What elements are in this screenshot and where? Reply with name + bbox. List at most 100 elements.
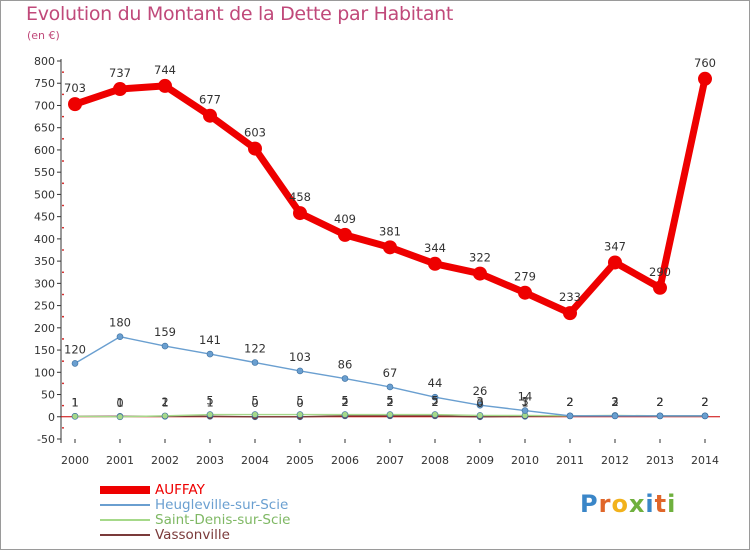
x-tick-label: 2008 <box>421 454 449 467</box>
legend-label-saint-denis: Saint-Denis-sur-Scie <box>155 512 291 528</box>
data-point-2 <box>341 411 349 418</box>
data-point-1 <box>71 360 79 367</box>
data-label-3: 0 <box>251 396 258 410</box>
data-label-2: 3 <box>476 394 483 408</box>
data-label-1: 141 <box>199 333 221 347</box>
y-tick-label: 250 <box>34 300 55 313</box>
data-label-0: 279 <box>514 270 536 284</box>
data-point-1 <box>161 342 169 350</box>
data-point-0 <box>518 285 532 300</box>
data-label-3: 1 <box>161 395 168 409</box>
data-point-0 <box>653 280 667 295</box>
data-label-0: 409 <box>334 212 356 226</box>
data-point-1 <box>296 367 304 375</box>
x-tick-label: 2003 <box>196 454 224 467</box>
y-minor-tick <box>62 315 64 318</box>
y-tick-label: 150 <box>34 344 55 357</box>
data-label-2: 2 <box>701 395 708 409</box>
legend-swatch-heugleville <box>100 504 150 506</box>
data-label-1: 120 <box>64 342 86 356</box>
data-point-0 <box>248 141 262 156</box>
data-point-1 <box>521 407 529 414</box>
data-point-1 <box>116 333 124 341</box>
data-label-1: 2 <box>656 395 663 409</box>
data-point-1 <box>206 350 214 358</box>
data-point-1 <box>566 412 574 420</box>
data-point-0 <box>473 266 487 281</box>
y-tick-label: 700 <box>34 99 55 112</box>
data-label-0: 233 <box>559 290 581 304</box>
data-point-0 <box>113 82 127 97</box>
data-point-1 <box>611 412 619 420</box>
data-point-0 <box>293 206 307 221</box>
data-label-2: 5 <box>431 394 438 408</box>
data-label-3: 2 <box>341 395 348 409</box>
data-label-0: 290 <box>649 265 671 279</box>
data-label-3: 2 <box>386 395 393 409</box>
x-tick-label: 2005 <box>286 454 314 467</box>
y-tick-label: 500 <box>34 188 55 201</box>
data-label-0: 760 <box>694 56 716 70</box>
data-point-0 <box>203 108 217 123</box>
x-tick-label: 2004 <box>241 454 269 467</box>
y-tick-label: 750 <box>34 77 55 90</box>
data-label-0: 347 <box>604 239 626 253</box>
y-minor-tick <box>62 71 64 74</box>
data-point-0 <box>563 306 577 321</box>
y-minor-tick <box>62 382 64 385</box>
data-point-1 <box>251 359 259 366</box>
legend-label-vassonville: Vassonville <box>155 527 230 543</box>
y-tick-label: 650 <box>34 122 55 135</box>
data-label-3: 0 <box>476 396 483 410</box>
y-tick-label: 400 <box>34 233 55 246</box>
data-label-3: 1 <box>206 395 213 409</box>
y-minor-tick <box>62 404 64 407</box>
data-label-3: 2 <box>431 395 438 409</box>
data-point-2 <box>116 413 124 421</box>
data-point-0 <box>698 71 712 86</box>
y-minor-tick <box>62 115 64 118</box>
y-minor-tick <box>62 93 64 96</box>
data-label-2: 2 <box>161 395 168 409</box>
chart-subtitle: (en €) <box>27 29 60 42</box>
data-label-3: 2 <box>656 395 663 409</box>
y-tick-label: 800 <box>34 55 55 68</box>
series-line-0 <box>71 75 709 317</box>
y-minor-tick <box>62 249 64 251</box>
x-tick-label: 2013 <box>646 454 674 467</box>
y-minor-tick <box>62 226 64 229</box>
x-tick-label: 2011 <box>556 454 584 467</box>
data-label-3: 1 <box>71 395 78 409</box>
proxiti-logo: Proxiti <box>580 490 677 518</box>
legend-swatch-saint-denis <box>100 519 150 521</box>
chart-title: Evolution du Montant de la Dette par Hab… <box>26 3 454 25</box>
y-tick-label: 450 <box>34 211 55 224</box>
data-label-0: 603 <box>244 126 266 140</box>
data-label-2: 5 <box>341 394 348 408</box>
data-point-2 <box>206 411 214 418</box>
y-minor-tick <box>62 338 64 340</box>
data-label-2: 5 <box>251 394 258 408</box>
data-label-0: 458 <box>289 190 311 204</box>
data-point-2 <box>71 413 79 420</box>
data-point-2 <box>161 412 169 420</box>
data-point-0 <box>338 227 352 242</box>
data-label-1: 2 <box>566 395 573 409</box>
y-minor-tick <box>62 271 64 274</box>
data-point-1 <box>701 412 709 420</box>
x-tick-label: 2012 <box>601 454 629 467</box>
legend-swatch-auffay <box>100 486 150 494</box>
data-point-2 <box>251 411 259 418</box>
data-label-2: 1 <box>71 395 78 409</box>
data-label-0: 677 <box>199 93 221 107</box>
y-tick-label: 350 <box>34 255 55 268</box>
data-label-1: 122 <box>244 342 266 356</box>
data-label-1: 26 <box>473 384 488 398</box>
data-point-1 <box>656 412 664 420</box>
x-tick-label: 2001 <box>106 454 134 467</box>
data-point-2 <box>431 411 439 418</box>
legend-swatch-vassonville <box>100 534 150 536</box>
data-label-2: 3 <box>521 394 528 408</box>
x-tick-label: 2009 <box>466 454 494 467</box>
